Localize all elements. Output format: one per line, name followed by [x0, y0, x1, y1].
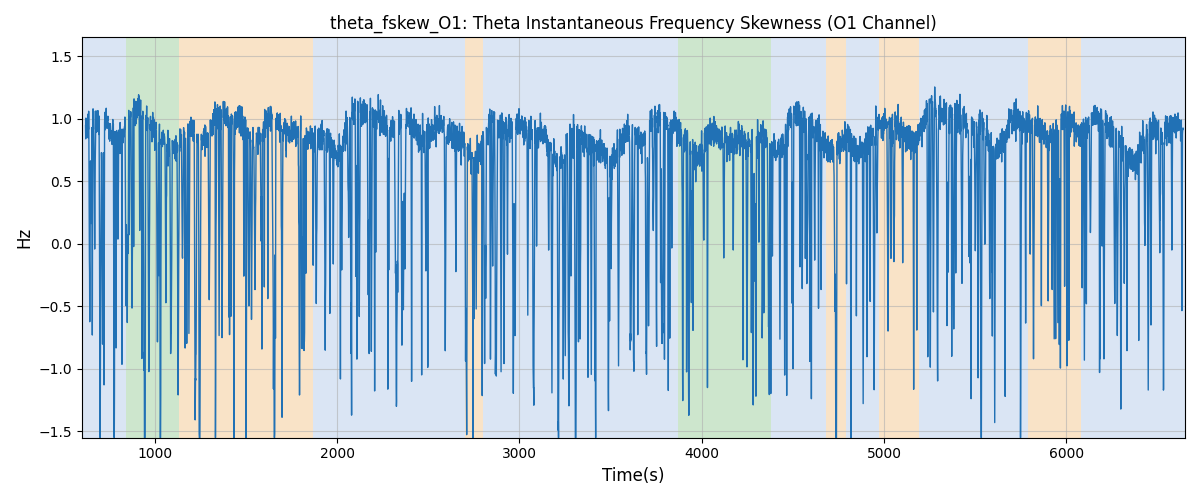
Y-axis label: Hz: Hz: [14, 227, 32, 248]
Bar: [702, 38, 772, 438]
Bar: [878, 38, 919, 438]
Bar: [313, 38, 464, 438]
Bar: [1081, 38, 1186, 438]
Bar: [179, 38, 313, 438]
X-axis label: Time(s): Time(s): [602, 467, 665, 485]
Bar: [678, 38, 702, 438]
Bar: [658, 38, 678, 438]
Bar: [484, 38, 658, 438]
Bar: [846, 38, 878, 438]
Bar: [772, 38, 826, 438]
Bar: [464, 38, 484, 438]
Bar: [126, 38, 179, 438]
Bar: [826, 38, 846, 438]
Title: theta_fskew_O1: Theta Instantaneous Frequency Skewness (O1 Channel): theta_fskew_O1: Theta Instantaneous Freq…: [330, 15, 937, 34]
Bar: [1028, 38, 1081, 438]
Bar: [82, 38, 126, 438]
Bar: [919, 38, 1028, 438]
